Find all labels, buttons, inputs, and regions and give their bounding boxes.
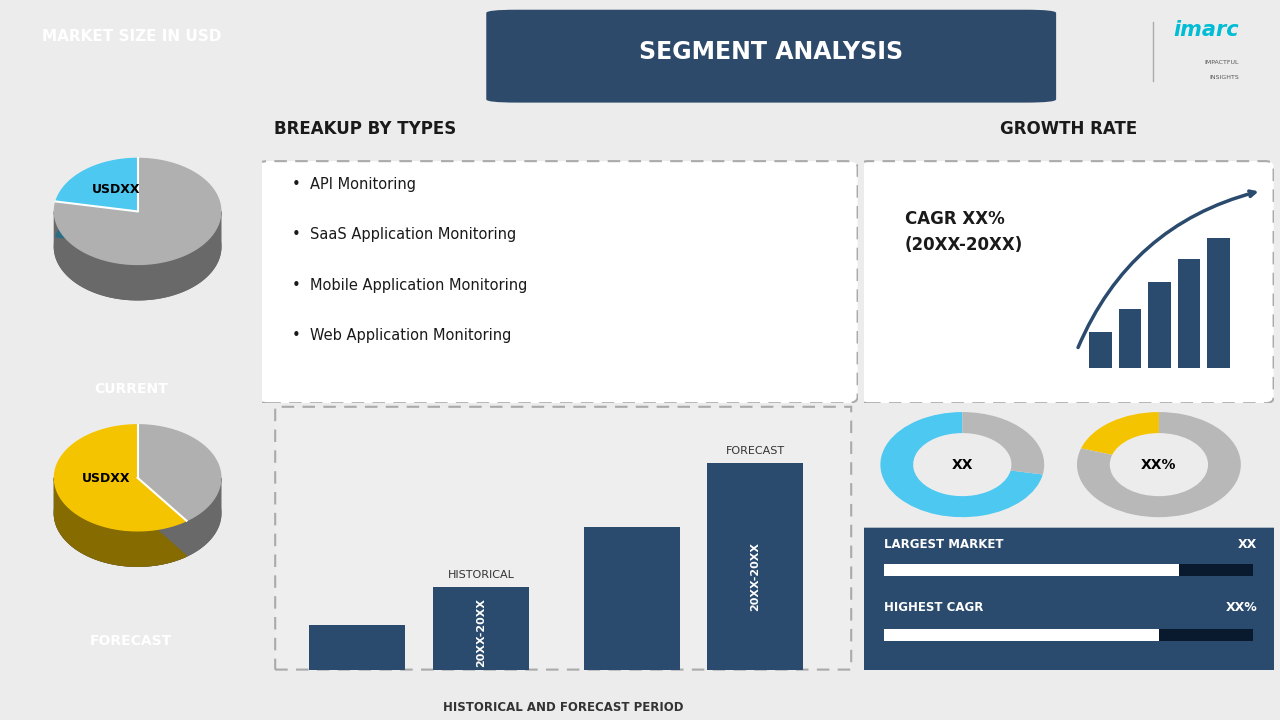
- Bar: [1119, 309, 1142, 368]
- Bar: [884, 629, 1253, 641]
- Text: INSIGHTS: INSIGHTS: [1210, 76, 1239, 80]
- Text: IMPACTFUL: IMPACTFUL: [1204, 60, 1239, 65]
- Bar: [1089, 333, 1112, 368]
- Text: CURRENT: CURRENT: [95, 382, 168, 395]
- Text: 20XX-20XX: 20XX-20XX: [476, 598, 486, 667]
- Bar: [1158, 629, 1253, 641]
- Text: •  SaaS Application Monitoring: • SaaS Application Monitoring: [292, 228, 516, 243]
- Wedge shape: [1082, 412, 1158, 455]
- Text: XX%: XX%: [1225, 601, 1257, 614]
- Text: XX: XX: [951, 458, 973, 472]
- Text: imarc: imarc: [1174, 20, 1239, 40]
- Text: 20XX-20XX: 20XX-20XX: [750, 542, 760, 611]
- Polygon shape: [55, 460, 187, 566]
- Text: HISTORICAL: HISTORICAL: [448, 570, 515, 580]
- Polygon shape: [55, 212, 221, 300]
- Bar: [584, 527, 680, 670]
- Polygon shape: [55, 425, 187, 531]
- Text: XX%: XX%: [1142, 458, 1176, 472]
- Text: FORECAST: FORECAST: [90, 634, 173, 647]
- Text: USDXX: USDXX: [82, 472, 131, 485]
- Text: •  Web Application Monitoring: • Web Application Monitoring: [292, 328, 512, 343]
- Text: MARKET SIZE IN USD: MARKET SIZE IN USD: [41, 29, 221, 44]
- Polygon shape: [55, 478, 187, 566]
- Polygon shape: [138, 425, 220, 521]
- Polygon shape: [187, 478, 221, 556]
- Text: HIGHEST CAGR: HIGHEST CAGR: [884, 601, 984, 614]
- Text: •  API Monitoring: • API Monitoring: [292, 177, 416, 192]
- Text: BREAKUP BY TYPES: BREAKUP BY TYPES: [274, 120, 457, 138]
- FancyBboxPatch shape: [486, 9, 1056, 102]
- Bar: [1178, 258, 1201, 368]
- Bar: [1207, 238, 1230, 368]
- Bar: [310, 624, 406, 670]
- Text: LARGEST MARKET: LARGEST MARKET: [884, 539, 1004, 552]
- Text: USDXX: USDXX: [92, 183, 141, 196]
- Text: HISTORICAL AND FORECAST PERIOD: HISTORICAL AND FORECAST PERIOD: [443, 701, 684, 714]
- Bar: [708, 463, 804, 670]
- Text: •  Mobile Application Monitoring: • Mobile Application Monitoring: [292, 278, 527, 292]
- FancyBboxPatch shape: [256, 161, 858, 403]
- Text: CAGR XX%
(20XX-20XX): CAGR XX% (20XX-20XX): [905, 210, 1023, 254]
- Bar: [1179, 564, 1253, 576]
- Bar: [1148, 282, 1171, 368]
- Wedge shape: [1076, 412, 1240, 517]
- FancyBboxPatch shape: [856, 528, 1280, 675]
- Polygon shape: [55, 460, 221, 566]
- Text: GROWTH RATE: GROWTH RATE: [1000, 120, 1138, 138]
- Polygon shape: [56, 158, 138, 212]
- Text: XX: XX: [1238, 539, 1257, 552]
- Wedge shape: [881, 412, 1043, 517]
- Bar: [433, 587, 529, 670]
- Polygon shape: [55, 158, 220, 264]
- Text: FORECAST: FORECAST: [726, 446, 785, 456]
- Polygon shape: [55, 478, 187, 566]
- Wedge shape: [963, 412, 1044, 474]
- Polygon shape: [56, 194, 138, 247]
- FancyBboxPatch shape: [860, 161, 1274, 403]
- Bar: [884, 564, 1253, 576]
- Polygon shape: [55, 194, 221, 300]
- Text: SEGMENT ANALYSIS: SEGMENT ANALYSIS: [639, 40, 904, 64]
